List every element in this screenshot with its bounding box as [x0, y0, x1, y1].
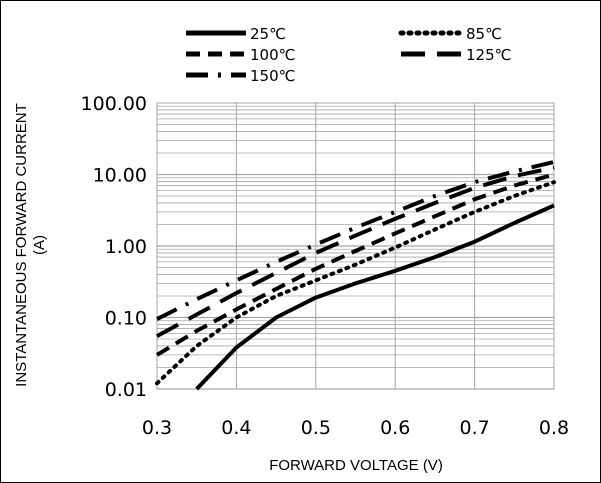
- legend-entry-125: 125℃: [401, 46, 511, 64]
- y-axis-title-line2: (A): [31, 235, 48, 255]
- series-line-2: [155, 172, 555, 357]
- legend-label-25: 25℃: [250, 25, 286, 43]
- legend-entry-85: 85℃: [398, 25, 502, 43]
- y-tick-label: 1.00: [105, 236, 147, 258]
- legend-entry-100: 100℃: [186, 46, 295, 64]
- legend-label-150: 150℃: [250, 67, 295, 85]
- series-line-3: [156, 165, 555, 338]
- y-tick-label: 0.01: [105, 379, 147, 401]
- legend-entry-150: 150℃: [186, 67, 295, 85]
- y-tick-label: 10.00: [93, 165, 147, 187]
- legend-entry-25: 25℃: [186, 25, 286, 43]
- x-tick-label: 0.6: [380, 417, 410, 439]
- series-layer: [155, 159, 556, 391]
- series-line-0: [195, 203, 555, 391]
- x-tick-label: 0.3: [142, 417, 172, 439]
- x-tick-label: 0.4: [221, 417, 251, 439]
- tick-label-layer: 0.3 0.4 0.5 0.6 0.7 0.8 0.01 0.10 1.00 10.00 100.0…: [81, 93, 570, 439]
- y-tick-label: 100.00: [81, 93, 147, 115]
- legend-label-85: 85℃: [466, 25, 502, 43]
- x-axis-title: FORWARD VOLTAGE (V): [269, 457, 443, 474]
- y-axis-title-line1: INSTANTANEOUS FORWARD CURRENT: [13, 103, 30, 387]
- legend: 25℃ 85℃ 100℃ 125℃ 150℃: [186, 25, 511, 85]
- y-tick-label: 0.10: [105, 308, 147, 330]
- x-tick-label: 0.7: [459, 417, 489, 439]
- grid-layer: [156, 102, 555, 390]
- x-tick-label: 0.8: [539, 417, 569, 439]
- x-tick-label: 0.5: [301, 417, 331, 439]
- legend-label-100: 100℃: [250, 46, 295, 64]
- series-line-1: [155, 180, 556, 386]
- legend-label-125: 125℃: [466, 46, 511, 64]
